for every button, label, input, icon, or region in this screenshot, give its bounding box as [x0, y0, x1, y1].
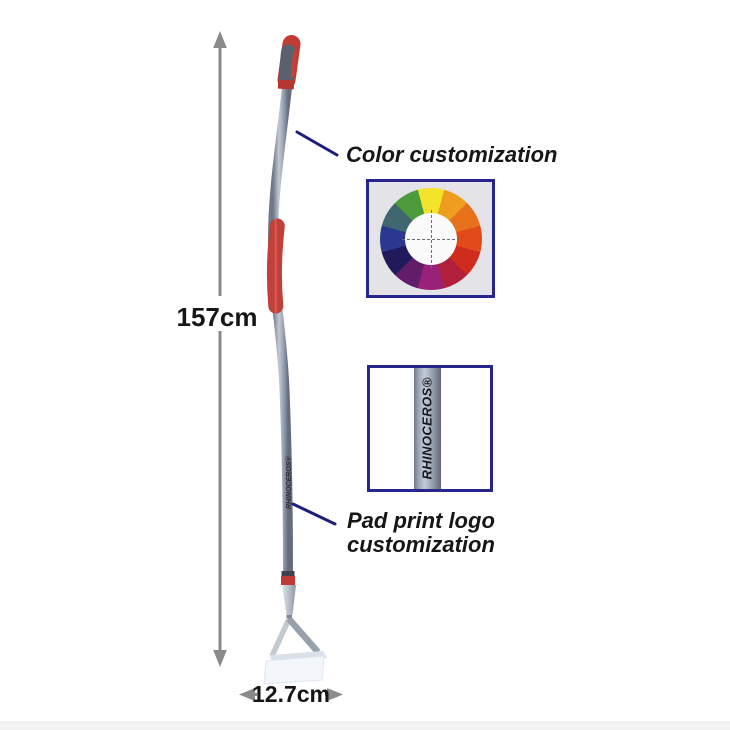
tool-top-grip	[277, 35, 301, 90]
logo-sample-panel: RHINOCEROS®	[367, 365, 493, 492]
color-wheel-panel	[366, 179, 495, 298]
width-label: 12.7cm	[251, 681, 330, 707]
padprint-label-line1: Pad print logo	[347, 508, 495, 533]
blade-front-face	[263, 655, 325, 685]
color-callout-line	[295, 130, 339, 157]
padprint-label-line2: customization	[347, 532, 495, 557]
garden-hoe-tool: RHINOCEROS®	[263, 35, 327, 685]
color-wheel	[379, 187, 482, 290]
shaft-logo-text: RHINOCEROS®	[285, 456, 293, 509]
width-arrow-icon	[239, 688, 343, 701]
tool-ferrule	[281, 571, 296, 619]
tool-mid-grip	[266, 218, 285, 314]
crosshair-icon	[430, 209, 432, 268]
length-label: 157cm	[176, 302, 258, 332]
tool-shaft	[267, 87, 293, 574]
tube-logo-text: RHINOCEROS®	[420, 377, 436, 480]
background-strip	[0, 721, 730, 730]
tool-head	[263, 616, 327, 685]
padprint-callout-line	[291, 502, 337, 526]
padprint-label: Pad print logo customization	[347, 509, 495, 557]
length-arrow-icon	[213, 31, 227, 667]
color-customization-label: Color customization	[346, 142, 558, 167]
handle-tube-sample: RHINOCEROS®	[414, 368, 441, 489]
